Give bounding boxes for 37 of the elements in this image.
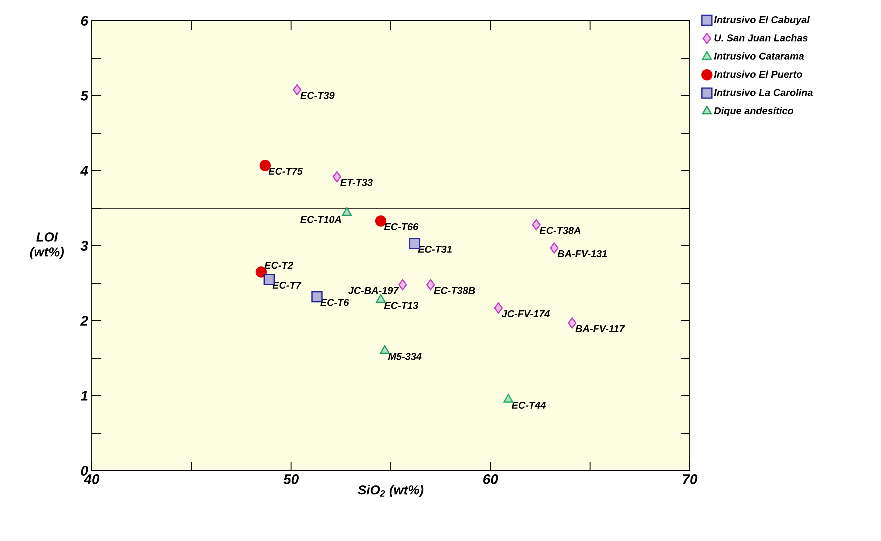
- y-axis-title: LOI (wt%): [30, 232, 64, 260]
- y-tick-label: 6: [81, 16, 89, 26]
- y-tick-label: 1: [80, 391, 88, 401]
- legend-label: Dique andesítico: [714, 107, 794, 117]
- annotation: EC-T2: [264, 262, 294, 270]
- annotation: EC-T39: [300, 92, 335, 100]
- y-tick-label: 2: [80, 316, 88, 326]
- annotation: EC-T7: [272, 282, 302, 289]
- annotation: EC-T31: [418, 246, 452, 253]
- annotation: BA-FV-117: [576, 325, 626, 332]
- annotation: EC-T38B: [434, 287, 476, 294]
- x-tick-label: 70: [683, 474, 698, 484]
- legend-label: Intrusivo El Cabuyal: [714, 16, 810, 26]
- legend-label: U. San Juan Lachas: [714, 34, 808, 42]
- annotation: JC-FV-174: [502, 310, 550, 318]
- legend-label: Intrusivo El Puerto: [714, 70, 802, 78]
- y-tick-label: 0: [81, 466, 88, 476]
- annotation: EC-T6: [320, 299, 350, 306]
- annotation: M5-334: [388, 353, 422, 360]
- annotation: JC-BA-197: [348, 287, 400, 294]
- x-tick-label: 60: [484, 474, 498, 484]
- annotation: EC-T10A: [300, 216, 342, 224]
- y-tick-label: 5: [80, 91, 89, 101]
- annotation: EC-T66: [384, 223, 419, 230]
- legend-label: Intrusivo Catarama: [714, 52, 804, 60]
- annotation: EC-T44: [512, 402, 546, 409]
- annotation: ET-T33: [340, 179, 373, 186]
- annotation: EC-T13: [384, 302, 418, 310]
- legend-label: Intrusivo La Carolina: [714, 88, 813, 96]
- annotation: EC-T75: [268, 168, 304, 175]
- annotation: EC-T38A: [540, 227, 581, 234]
- x-tick-label: 50: [284, 474, 299, 484]
- y-tick-label: 3: [80, 241, 88, 251]
- annotation: BA-FV-131: [558, 250, 608, 258]
- y-tick-label: 4: [80, 166, 88, 176]
- x-tick-label: 40: [84, 474, 100, 484]
- x-axis-title: SiO$_{2}$ (wt%): [358, 485, 424, 498]
